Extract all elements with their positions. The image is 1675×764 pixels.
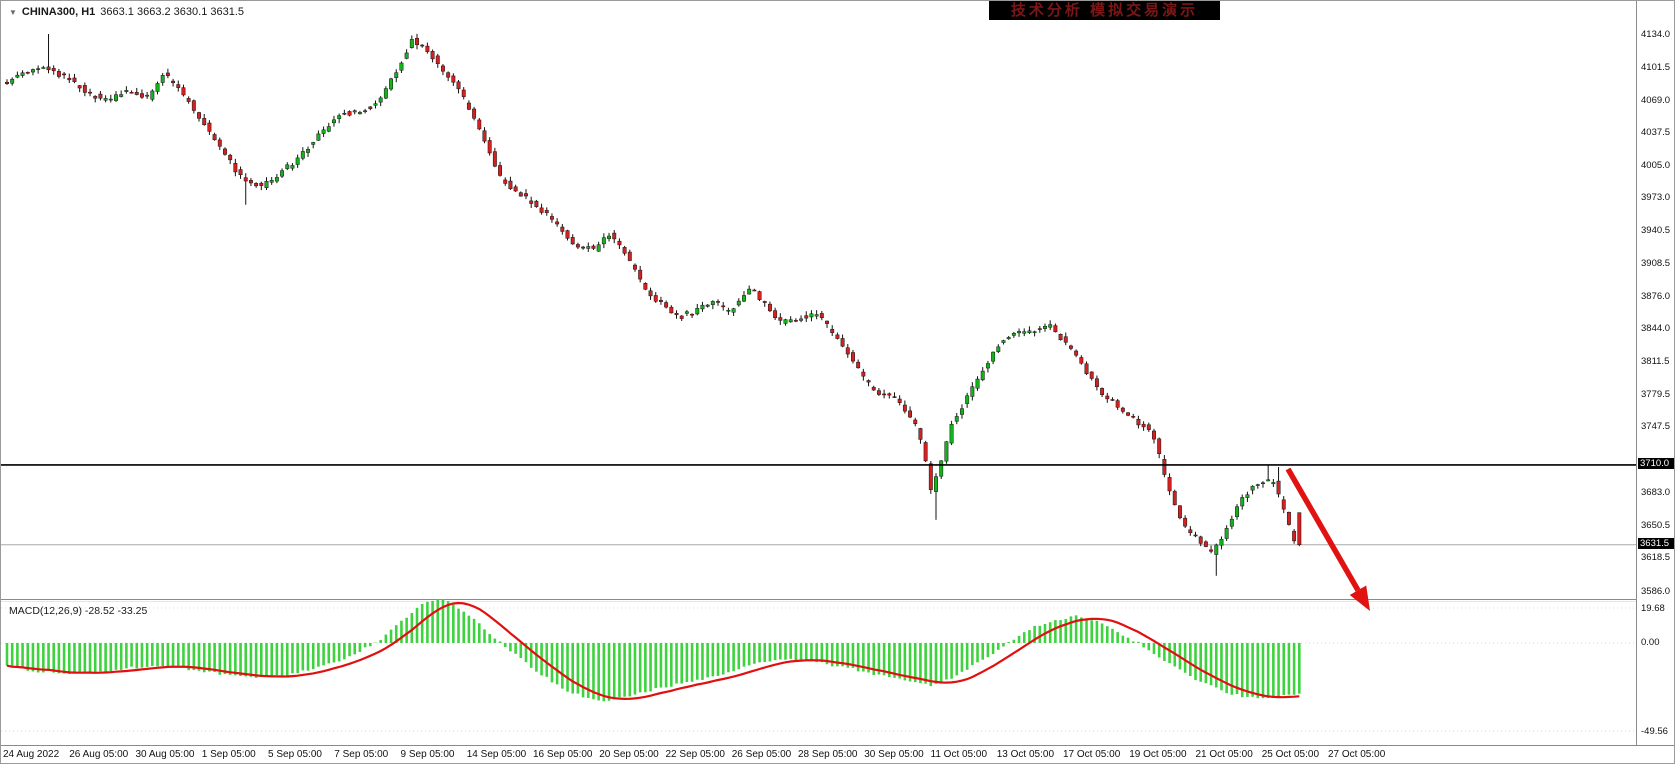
symbol-header: ▼ CHINA300, H1 3663.1 3663.2 3630.1 3631… xyxy=(9,6,244,18)
time-tick-label: 1 Sep 05:00 xyxy=(201,749,256,760)
price-tick-label: 3586.0 xyxy=(1641,585,1671,597)
price-tick-label: 3940.5 xyxy=(1641,225,1671,237)
time-tick-label: 11 Oct 05:00 xyxy=(930,749,988,760)
time-tick-label: 16 Sep 05:00 xyxy=(533,749,593,760)
price-tick-label: 4134.0 xyxy=(1641,28,1671,40)
macd-signal-line xyxy=(6,601,1300,701)
price-badge: 3631.5 xyxy=(1638,538,1674,550)
time-tick-label: 22 Sep 05:00 xyxy=(665,749,726,760)
time-tick-label: 26 Aug 05:00 xyxy=(69,749,129,760)
price-tick-label: 3973.0 xyxy=(1641,192,1671,204)
price-tick-label: 4101.5 xyxy=(1641,61,1671,73)
time-tick-label: 21 Oct 05:00 xyxy=(1195,749,1253,760)
time-tick-label: 17 Oct 05:00 xyxy=(1063,749,1121,760)
price-tick-label: 3876.0 xyxy=(1641,290,1671,302)
time-tick-label: 19 Oct 05:00 xyxy=(1129,749,1187,760)
macd-tick-label: -49.56 xyxy=(1641,725,1668,737)
price-tick-label: 3779.5 xyxy=(1641,388,1671,400)
time-tick-label: 25 Oct 05:00 xyxy=(1261,749,1320,760)
macd-tick-label: 19.68 xyxy=(1641,602,1665,614)
price-tick-label: 3650.5 xyxy=(1641,519,1671,531)
watermark-text: 技术分析 模拟交易演示 xyxy=(1010,2,1199,19)
time-tick-label: 30 Aug 05:00 xyxy=(135,749,195,760)
ohlc-values: 3663.1 3663.2 3630.1 3631.5 xyxy=(100,6,245,18)
price-tick-label: 4037.5 xyxy=(1641,126,1671,138)
time-tick-label: 27 Oct 05:00 xyxy=(1328,749,1386,760)
price-tick-label: 3618.5 xyxy=(1641,552,1671,564)
price-tick-label: 4069.0 xyxy=(1641,94,1671,106)
time-tick-label: 20 Sep 05:00 xyxy=(599,749,659,760)
time-tick-label: 14 Sep 05:00 xyxy=(466,749,527,760)
price-tick-label: 3811.5 xyxy=(1641,356,1670,368)
trend-arrow[interactable] xyxy=(1285,467,1370,611)
time-tick-label: 24 Aug 2022 xyxy=(3,749,60,760)
macd-indicator-label: MACD(12,26,9) -28.52 -33.25 xyxy=(9,605,148,617)
time-tick-label: 30 Sep 05:00 xyxy=(864,749,924,760)
price-tick-label: 4005.0 xyxy=(1641,159,1671,171)
time-tick-label: 28 Sep 05:00 xyxy=(798,749,858,760)
symbol-period-label: CHINA300, H1 xyxy=(21,6,96,18)
macd-histogram xyxy=(5,599,1301,702)
watermark-banner: 技术分析 模拟交易演示 xyxy=(989,1,1220,20)
collapse-arrow-icon[interactable]: ▼ xyxy=(9,7,17,17)
time-tick-label: 13 Oct 05:00 xyxy=(996,749,1055,760)
time-tick-label: 9 Sep 05:00 xyxy=(400,749,455,760)
time-axis[interactable]: 24 Aug 2022 26 Aug 05:00 30 Aug 05:00 1 Sep… xyxy=(1,745,1674,763)
price-tick-label: 3844.0 xyxy=(1641,323,1671,335)
price-tick-label: 3683.0 xyxy=(1641,486,1671,498)
price-badge: 3710.0 xyxy=(1638,458,1674,470)
time-tick-label: 7 Sep 05:00 xyxy=(334,749,389,760)
time-tick-label: 26 Sep 05:00 xyxy=(731,749,792,760)
time-tick-label: 5 Sep 05:00 xyxy=(268,749,322,760)
price-axis[interactable]: 4134.0 4101.5 4069.0 4037.5 4005.0 3973.0 3940… xyxy=(1636,1,1674,745)
candlestick-series xyxy=(5,33,1302,576)
price-tick-label: 3747.5 xyxy=(1641,421,1671,433)
price-tick-label: 3908.5 xyxy=(1641,257,1671,269)
macd-tick-label: 0.00 xyxy=(1641,637,1660,649)
